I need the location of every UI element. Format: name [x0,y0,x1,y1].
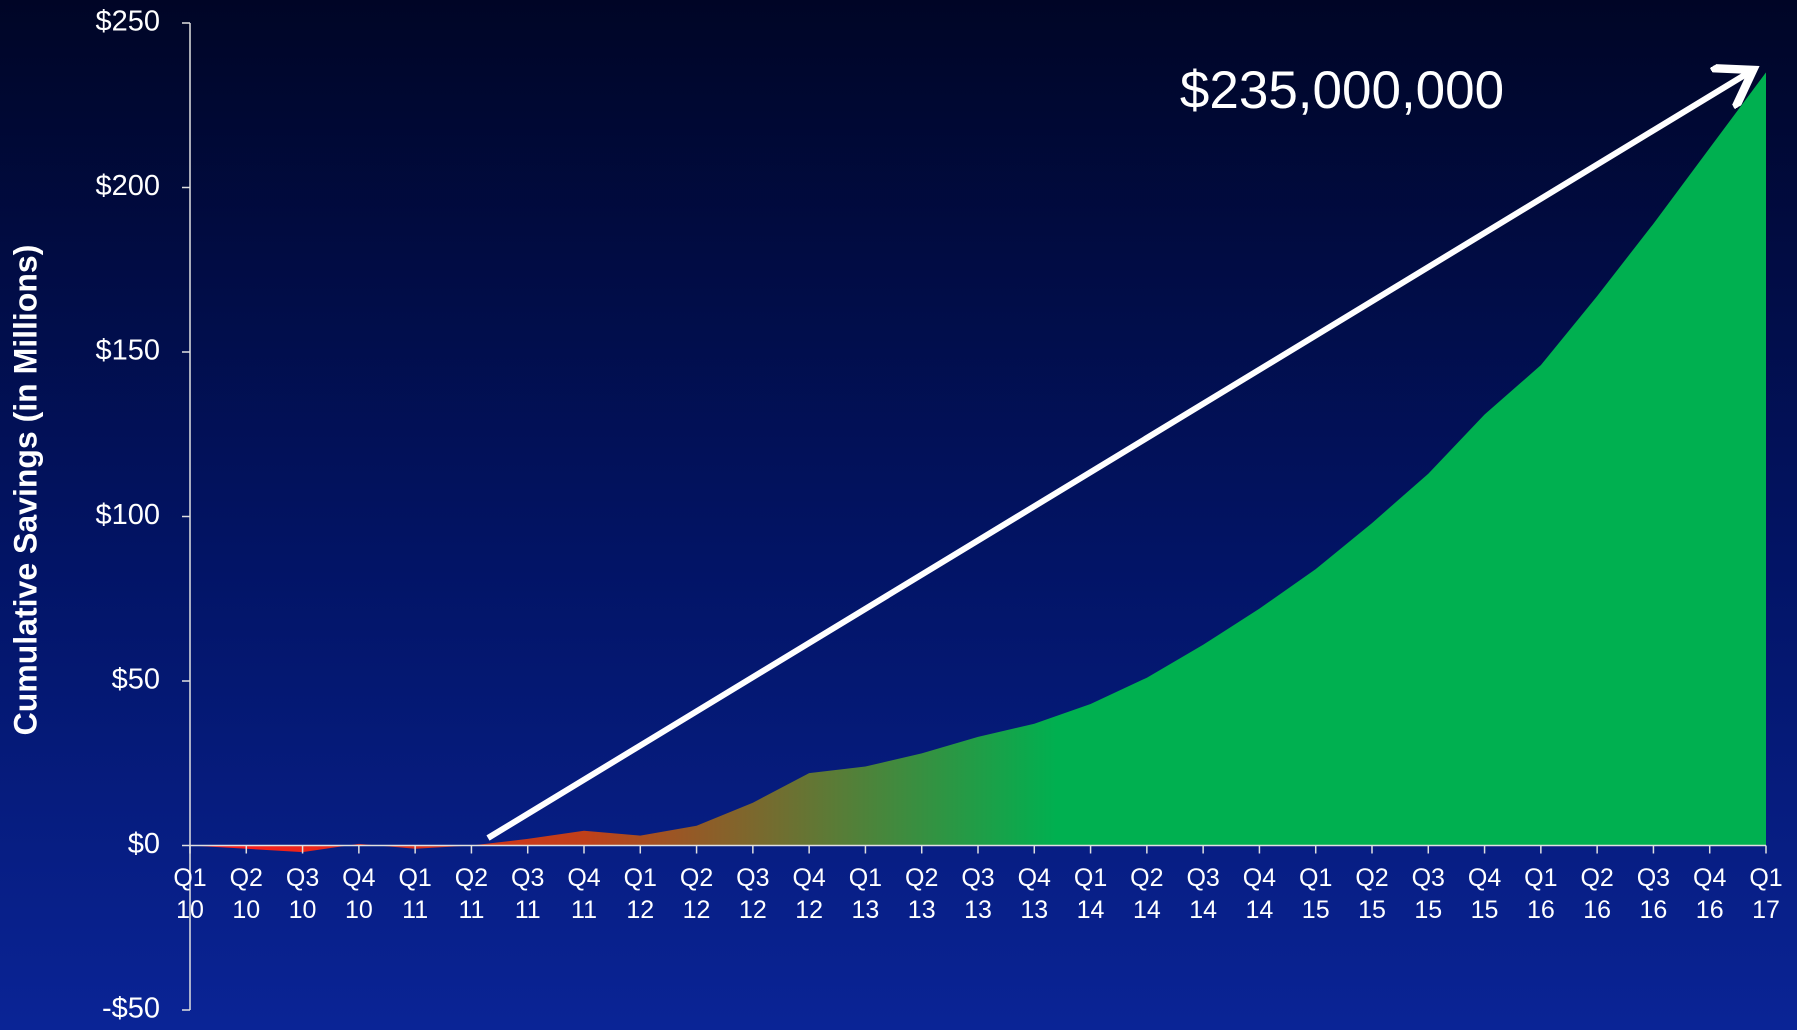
y-tick-label: $150 [95,335,160,367]
x-tick-label: Q4 10 [342,863,376,924]
x-tick-label: Q3 16 [1636,863,1671,924]
y-tick-label: $200 [95,170,160,202]
x-tick-label: Q4 11 [567,863,601,924]
x-tick-label: Q4 12 [792,863,826,924]
x-tick-label: Q1 15 [1299,863,1333,924]
x-tick-label: Q2 11 [454,863,489,924]
x-tick-label: Q3 13 [961,863,995,924]
x-tick-label: Q1 17 [1749,863,1783,924]
y-tick-label: -$50 [102,993,160,1025]
y-axis-label: Cumulative Savings (in Millions) [7,245,43,736]
x-tick-label: Q2 13 [905,863,939,924]
x-tick-label: Q4 14 [1242,863,1277,924]
x-tick-label: Q3 11 [511,863,545,924]
x-tick-label: Q2 12 [679,863,714,924]
x-tick-label: Q4 15 [1467,863,1502,924]
annotation: $235,000,000 [1180,61,1504,120]
x-tick-label: Q2 16 [1580,863,1614,924]
y-tick-label: $0 [128,828,160,860]
x-tick-label: Q1 11 [398,863,432,924]
x-tick-label: Q1 13 [848,863,883,924]
x-tick-label: Q4 13 [1017,863,1051,924]
x-tick-label: Q3 12 [736,863,770,924]
x-tick-label: Q3 14 [1186,863,1220,924]
y-tick-label: $250 [95,6,160,38]
x-tick-label: Q1 12 [623,863,657,924]
x-tick-label: Q3 10 [285,863,320,924]
x-tick-label: Q1 10 [173,863,207,924]
x-tick-label: Q4 16 [1693,863,1727,924]
area [190,72,1766,853]
x-tick-label: Q1 14 [1073,863,1108,924]
trend-arrow [486,73,1748,841]
x-tick-label: Q2 14 [1130,863,1164,924]
y-tick-label: $50 [112,664,160,696]
y-tick-label: $100 [95,499,160,531]
x-tick-label: Q2 15 [1355,863,1389,924]
x-tick-label: Q3 15 [1411,863,1445,924]
x-tick-label: Q2 10 [229,863,263,924]
x-tick-label: Q1 16 [1524,863,1558,924]
